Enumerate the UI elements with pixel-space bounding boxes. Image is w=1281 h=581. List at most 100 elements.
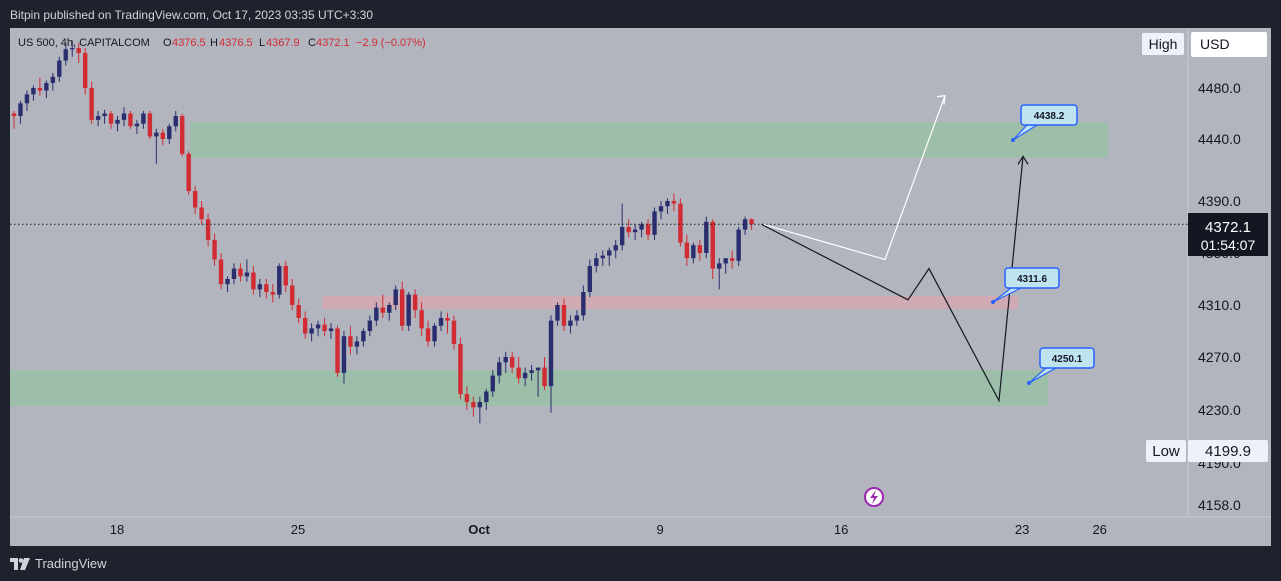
legend-low-label: L [259,37,265,49]
candle-body [212,240,217,260]
pivot-zone [322,295,1018,309]
candle [555,302,560,326]
candle-body [594,258,599,266]
candle [238,263,243,282]
lightning-icon[interactable] [864,487,884,507]
candle-body [296,305,301,318]
candle-body [477,402,483,408]
candle [516,357,521,384]
candle-body [348,336,353,347]
candle [302,311,308,339]
bullish-projection-path [763,95,946,261]
candle-body [684,242,690,259]
candle-body [516,367,521,379]
currency-label: USD [1200,36,1230,52]
candle-body [264,284,269,292]
candle-body [328,328,334,331]
candle [729,250,735,269]
candle-body [199,207,204,220]
candle-body [89,88,94,120]
candle [658,201,664,220]
candle-body [11,113,17,117]
candle-body [225,279,230,285]
legend-open: 4376.5 [172,37,206,49]
candle-body [290,285,295,305]
candle [128,110,133,129]
currency-button[interactable]: USD [1191,32,1267,57]
candle-body [645,224,651,235]
low-value: 4199.9 [1205,443,1251,460]
candle [115,116,120,132]
candle-body [367,320,373,331]
candle-body [128,113,133,127]
candle-body [283,266,288,286]
candle [380,294,385,318]
y-tick-label: 4480.0 [1198,80,1241,96]
x-tick-label: 18 [110,522,124,537]
price-callout[interactable]: 4311.6 [991,267,1060,304]
legend-high: 4376.5 [219,37,253,49]
y-tick-label: 4440.0 [1198,131,1241,147]
candle [632,224,638,240]
candle-body [315,324,321,329]
legend-change: −2.9 (−0.07%) [356,37,426,49]
candle-body [24,94,30,104]
x-tick-label: 16 [834,522,848,537]
candle-body [632,229,638,233]
price-callout[interactable]: 4250.1 [1027,347,1095,385]
candle [535,367,541,397]
price-chart[interactable]: 4480.04440.04390.04350.04310.04270.04230… [0,0,1281,548]
tradingview-logo[interactable]: TradingView [10,556,107,571]
candle-body [749,219,754,225]
candle-body [121,113,127,120]
candle [749,218,754,230]
candle [63,44,68,66]
candle [581,285,586,321]
y-tick-label: 4310.0 [1198,297,1241,313]
candle [594,253,599,273]
candle-body [717,263,722,269]
candle [587,259,593,298]
candle-body [678,203,683,243]
candle [704,216,709,259]
tradingview-brand: TradingView [35,556,107,571]
candle [393,285,398,311]
bearish-arrowhead [1017,155,1029,165]
candle-body [63,49,68,61]
candle-body [652,211,657,235]
candle [678,198,683,247]
candle-body [102,113,107,117]
candle-body [497,362,502,376]
candle [503,351,508,373]
candle [742,216,748,235]
current-price-value: 4372.1 [1205,219,1251,236]
candle-body [354,341,360,347]
candle-body [710,221,715,269]
candle [419,302,424,337]
candle-body [626,227,631,233]
candle [44,80,49,99]
candle-body [270,292,275,295]
candle-body [607,250,612,256]
candle-body [451,320,457,344]
candle [600,250,605,266]
price-callout[interactable]: 4438.2 [1011,104,1078,142]
candle-body [335,328,340,373]
candle-body [548,320,554,387]
candle-body [251,272,256,290]
candle [82,48,88,95]
candle [425,320,431,347]
high-button[interactable]: High [1142,33,1184,55]
callout-box [1039,347,1095,369]
candle [522,367,528,387]
candle-body [600,255,605,259]
candle-body [44,83,49,91]
legend-low: 4367.9 [266,37,300,49]
ohlc-legend: US 500, 4h, CAPITALCOM O 4376.5 H 4376.5… [18,37,426,49]
current-price-tag: 4372.1 01:54:07 [1188,213,1268,256]
candle-body [231,268,237,279]
callout-label: 4250.1 [1052,354,1083,365]
candle-body [574,315,580,321]
candle-body [186,153,191,192]
candle [205,214,211,247]
